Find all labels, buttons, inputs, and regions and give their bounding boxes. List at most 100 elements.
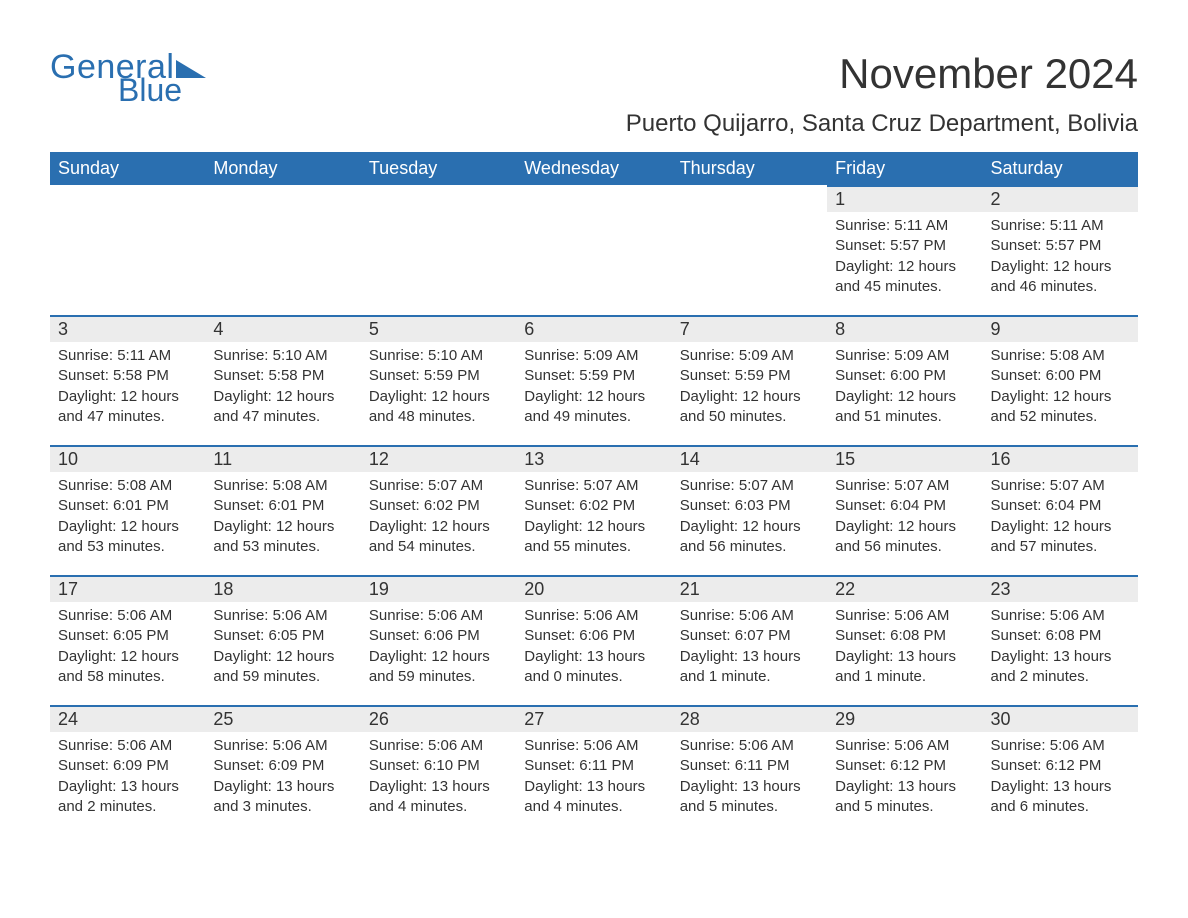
sunset-text: Sunset: 6:01 PM — [58, 496, 197, 516]
sunset-text: Sunset: 5:57 PM — [991, 236, 1130, 256]
daylight-text: Daylight: 12 hours and 45 minutes. — [835, 257, 974, 298]
day-details: Sunrise: 5:06 AMSunset: 6:11 PMDaylight:… — [516, 732, 671, 823]
sunrise-text: Sunrise: 5:09 AM — [524, 346, 663, 366]
day-number: 29 — [827, 705, 982, 732]
daylight-text: Daylight: 13 hours and 4 minutes. — [369, 777, 508, 818]
calendar-cell: 30Sunrise: 5:06 AMSunset: 6:12 PMDayligh… — [983, 705, 1138, 835]
sunrise-text: Sunrise: 5:09 AM — [835, 346, 974, 366]
day-number: 21 — [672, 575, 827, 602]
daylight-text: Daylight: 12 hours and 59 minutes. — [213, 647, 352, 688]
sunset-text: Sunset: 6:05 PM — [213, 626, 352, 646]
day-number: 6 — [516, 315, 671, 342]
sunset-text: Sunset: 6:02 PM — [369, 496, 508, 516]
calendar-cell: 3Sunrise: 5:11 AMSunset: 5:58 PMDaylight… — [50, 315, 205, 445]
calendar-cell: 12Sunrise: 5:07 AMSunset: 6:02 PMDayligh… — [361, 445, 516, 575]
sunrise-text: Sunrise: 5:06 AM — [213, 606, 352, 626]
day-details: Sunrise: 5:07 AMSunset: 6:02 PMDaylight:… — [516, 472, 671, 563]
calendar-cell: 9Sunrise: 5:08 AMSunset: 6:00 PMDaylight… — [983, 315, 1138, 445]
calendar-cell: 4Sunrise: 5:10 AMSunset: 5:58 PMDaylight… — [205, 315, 360, 445]
daylight-text: Daylight: 12 hours and 59 minutes. — [369, 647, 508, 688]
calendar-cell: 15Sunrise: 5:07 AMSunset: 6:04 PMDayligh… — [827, 445, 982, 575]
day-details: Sunrise: 5:06 AMSunset: 6:05 PMDaylight:… — [205, 602, 360, 693]
sunrise-text: Sunrise: 5:07 AM — [524, 476, 663, 496]
calendar-cell: 20Sunrise: 5:06 AMSunset: 6:06 PMDayligh… — [516, 575, 671, 705]
calendar-week-row: 24Sunrise: 5:06 AMSunset: 6:09 PMDayligh… — [50, 705, 1138, 835]
daylight-text: Daylight: 13 hours and 2 minutes. — [58, 777, 197, 818]
day-number: 19 — [361, 575, 516, 602]
sunrise-text: Sunrise: 5:07 AM — [680, 476, 819, 496]
day-number: 8 — [827, 315, 982, 342]
calendar-cell: 7Sunrise: 5:09 AMSunset: 5:59 PMDaylight… — [672, 315, 827, 445]
daylight-text: Daylight: 12 hours and 50 minutes. — [680, 387, 819, 428]
sunset-text: Sunset: 6:03 PM — [680, 496, 819, 516]
day-number: 28 — [672, 705, 827, 732]
sunrise-text: Sunrise: 5:08 AM — [213, 476, 352, 496]
sunset-text: Sunset: 6:12 PM — [835, 756, 974, 776]
day-number: 12 — [361, 445, 516, 472]
sunrise-text: Sunrise: 5:08 AM — [991, 346, 1130, 366]
calendar-cell: 13Sunrise: 5:07 AMSunset: 6:02 PMDayligh… — [516, 445, 671, 575]
daylight-text: Daylight: 12 hours and 58 minutes. — [58, 647, 197, 688]
sunset-text: Sunset: 6:09 PM — [213, 756, 352, 776]
day-details: Sunrise: 5:11 AMSunset: 5:57 PMDaylight:… — [983, 212, 1138, 303]
sunrise-text: Sunrise: 5:06 AM — [835, 606, 974, 626]
daylight-text: Daylight: 12 hours and 49 minutes. — [524, 387, 663, 428]
calendar-cell-blank — [205, 185, 360, 315]
calendar-cell: 10Sunrise: 5:08 AMSunset: 6:01 PMDayligh… — [50, 445, 205, 575]
day-number: 30 — [983, 705, 1138, 732]
sunset-text: Sunset: 6:05 PM — [58, 626, 197, 646]
calendar-cell: 21Sunrise: 5:06 AMSunset: 6:07 PMDayligh… — [672, 575, 827, 705]
sunrise-text: Sunrise: 5:06 AM — [369, 736, 508, 756]
sunrise-text: Sunrise: 5:11 AM — [835, 216, 974, 236]
calendar-cell: 2Sunrise: 5:11 AMSunset: 5:57 PMDaylight… — [983, 185, 1138, 315]
sunrise-text: Sunrise: 5:06 AM — [58, 736, 197, 756]
day-details: Sunrise: 5:06 AMSunset: 6:08 PMDaylight:… — [983, 602, 1138, 693]
day-details: Sunrise: 5:09 AMSunset: 5:59 PMDaylight:… — [672, 342, 827, 433]
daylight-text: Daylight: 12 hours and 57 minutes. — [991, 517, 1130, 558]
calendar-cell: 27Sunrise: 5:06 AMSunset: 6:11 PMDayligh… — [516, 705, 671, 835]
day-number: 14 — [672, 445, 827, 472]
calendar-week-row: 1Sunrise: 5:11 AMSunset: 5:57 PMDaylight… — [50, 185, 1138, 315]
day-number: 13 — [516, 445, 671, 472]
weekday-header: Saturday — [983, 152, 1138, 185]
day-details: Sunrise: 5:09 AMSunset: 5:59 PMDaylight:… — [516, 342, 671, 433]
calendar-table: SundayMondayTuesdayWednesdayThursdayFrid… — [50, 152, 1138, 835]
daylight-text: Daylight: 12 hours and 48 minutes. — [369, 387, 508, 428]
day-number: 26 — [361, 705, 516, 732]
sunrise-text: Sunrise: 5:06 AM — [680, 606, 819, 626]
calendar-cell: 18Sunrise: 5:06 AMSunset: 6:05 PMDayligh… — [205, 575, 360, 705]
header: General Blue November 2024 — [50, 50, 1138, 106]
sunrise-text: Sunrise: 5:07 AM — [835, 476, 974, 496]
day-number: 2 — [983, 185, 1138, 212]
sunrise-text: Sunrise: 5:06 AM — [524, 606, 663, 626]
calendar-body: 1Sunrise: 5:11 AMSunset: 5:57 PMDaylight… — [50, 185, 1138, 835]
day-details: Sunrise: 5:06 AMSunset: 6:12 PMDaylight:… — [983, 732, 1138, 823]
day-number: 5 — [361, 315, 516, 342]
day-number: 11 — [205, 445, 360, 472]
calendar-cell: 24Sunrise: 5:06 AMSunset: 6:09 PMDayligh… — [50, 705, 205, 835]
daylight-text: Daylight: 13 hours and 5 minutes. — [680, 777, 819, 818]
sunrise-text: Sunrise: 5:11 AM — [58, 346, 197, 366]
sunset-text: Sunset: 6:12 PM — [991, 756, 1130, 776]
sunset-text: Sunset: 6:09 PM — [58, 756, 197, 776]
day-number: 4 — [205, 315, 360, 342]
calendar-cell: 29Sunrise: 5:06 AMSunset: 6:12 PMDayligh… — [827, 705, 982, 835]
daylight-text: Daylight: 12 hours and 53 minutes. — [58, 517, 197, 558]
day-number: 23 — [983, 575, 1138, 602]
sunrise-text: Sunrise: 5:06 AM — [991, 736, 1130, 756]
logo-word2: Blue — [118, 74, 206, 106]
day-number: 15 — [827, 445, 982, 472]
calendar-cell: 19Sunrise: 5:06 AMSunset: 6:06 PMDayligh… — [361, 575, 516, 705]
day-details: Sunrise: 5:06 AMSunset: 6:07 PMDaylight:… — [672, 602, 827, 693]
day-details: Sunrise: 5:10 AMSunset: 5:58 PMDaylight:… — [205, 342, 360, 433]
daylight-text: Daylight: 12 hours and 47 minutes. — [58, 387, 197, 428]
sunset-text: Sunset: 6:00 PM — [991, 366, 1130, 386]
sunset-text: Sunset: 6:11 PM — [680, 756, 819, 776]
day-details: Sunrise: 5:08 AMSunset: 6:01 PMDaylight:… — [205, 472, 360, 563]
calendar-cell: 25Sunrise: 5:06 AMSunset: 6:09 PMDayligh… — [205, 705, 360, 835]
sunrise-text: Sunrise: 5:09 AM — [680, 346, 819, 366]
day-details: Sunrise: 5:06 AMSunset: 6:10 PMDaylight:… — [361, 732, 516, 823]
sunset-text: Sunset: 5:59 PM — [369, 366, 508, 386]
sunset-text: Sunset: 6:10 PM — [369, 756, 508, 776]
day-number: 17 — [50, 575, 205, 602]
